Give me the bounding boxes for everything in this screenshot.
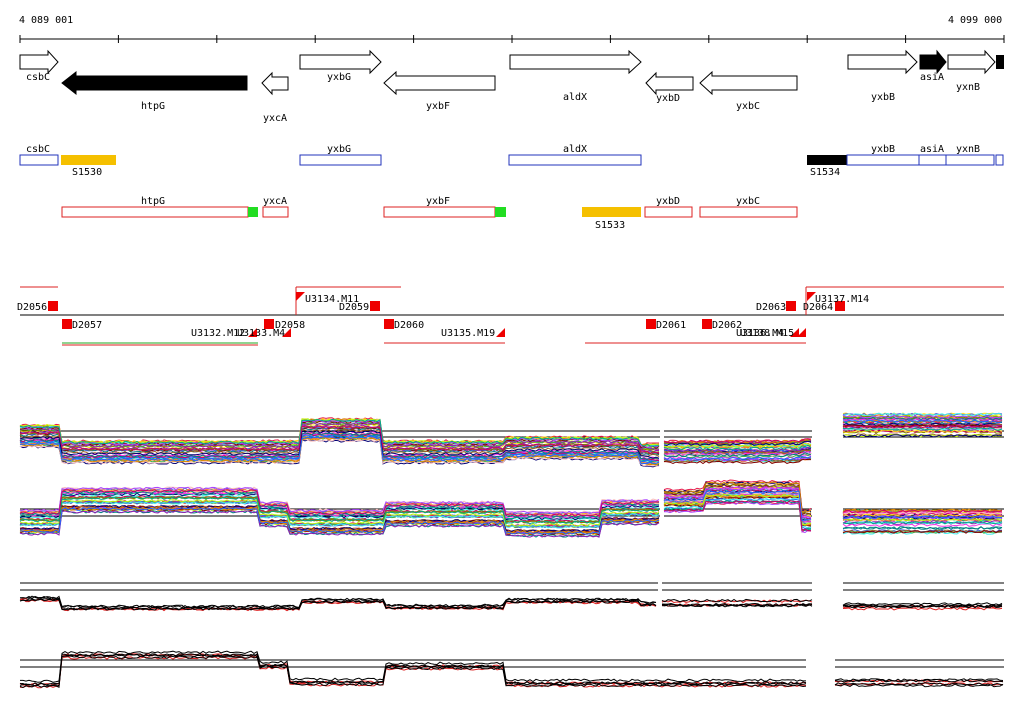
- d-label-D2059: D2059: [339, 302, 369, 313]
- u-marker-U3137[interactable]: [807, 292, 816, 301]
- red-label-yxbC: yxbC: [736, 196, 760, 207]
- u-marker-U3132[interactable]: [248, 328, 257, 337]
- d-label-D2056: D2056: [17, 302, 47, 313]
- blue-label-yxbG: yxbG: [327, 144, 351, 155]
- gene-label-csbC: csbC: [26, 72, 50, 83]
- gene-arrow-yxbC[interactable]: [699, 70, 798, 96]
- u-label-U3132: U3132.M12: [191, 328, 245, 339]
- gene-label-yxbC: yxbC: [736, 101, 760, 112]
- u-label-U3136: U3136.M4: [736, 328, 784, 339]
- blue-box-csbC[interactable]: [19, 154, 59, 166]
- blue-box-yxbB[interactable]: [846, 154, 920, 166]
- gene-arrow-aldX[interactable]: [509, 49, 642, 75]
- gene-arrow-yxnB[interactable]: [947, 49, 996, 75]
- green-marker-htpG: [248, 207, 258, 217]
- d-label-D2060: D2060: [394, 320, 424, 331]
- start-coordinate: 4 089 001: [19, 15, 73, 26]
- gene-label-yxnB: yxnB: [956, 82, 980, 93]
- blue-box-aldX[interactable]: [508, 154, 642, 166]
- red-box-yxbD[interactable]: [644, 206, 693, 218]
- d-label-D2057: D2057: [72, 320, 102, 331]
- d-marker-D2060[interactable]: [384, 319, 394, 329]
- gene-label-htpG: htpG: [141, 101, 165, 112]
- blue-box-asiA[interactable]: [918, 154, 947, 166]
- red-box-yxbC[interactable]: [699, 206, 798, 218]
- u-label-U3135: U3135.M19: [441, 328, 495, 339]
- red-label-yxcA: yxcA: [263, 196, 287, 207]
- d-marker-D2061[interactable]: [646, 319, 656, 329]
- red-label-yxbD: yxbD: [656, 196, 680, 207]
- segmentation-track: D2056 D2057 D2058 D2059 D2060 D2061 D206…: [17, 286, 1004, 346]
- expression-panel-4: [19, 650, 1004, 689]
- d-marker-D2062[interactable]: [702, 319, 712, 329]
- gene-arrow-yxbG[interactable]: [299, 49, 382, 75]
- expression-panel-3: [19, 582, 1004, 612]
- d-label-D2062: D2062: [712, 320, 742, 331]
- d-label-D2061: D2061: [656, 320, 686, 331]
- blue-box-partial: [995, 154, 1004, 166]
- u-label-U3137: U3137.M14: [815, 294, 869, 305]
- u-label-U3138: U3138.M15: [740, 328, 794, 339]
- red-label-htpG: htpG: [141, 196, 165, 207]
- blue-label-aldX: aldX: [563, 144, 587, 155]
- gene-label-yxbF: yxbF: [426, 101, 450, 112]
- d-marker-D2063[interactable]: [786, 301, 796, 311]
- blue-label-asiA: asiA: [920, 144, 944, 155]
- u-marker-U3135[interactable]: [496, 328, 505, 337]
- gene-label-aldX: aldX: [563, 92, 587, 103]
- gene-arrow-csbC[interactable]: [19, 49, 59, 75]
- orange-label-S1530: S1530: [72, 167, 102, 178]
- d-marker-D2057[interactable]: [62, 319, 72, 329]
- u-marker-U3134[interactable]: [296, 292, 305, 301]
- u-marker-U3138[interactable]: [797, 328, 806, 337]
- gene-arrow-yxbF[interactable]: [383, 70, 496, 96]
- d-marker-D2056[interactable]: [48, 301, 58, 311]
- gene-label-yxbB: yxbB: [871, 92, 895, 103]
- red-label-yxbF: yxbF: [426, 196, 450, 207]
- gene-arrow-htpG[interactable]: [61, 70, 248, 96]
- blue-label-yxnB: yxnB: [956, 144, 980, 155]
- gene-arrow-yxbB[interactable]: [847, 49, 918, 75]
- blue-box-yxnB[interactable]: [945, 154, 995, 166]
- black-box-S1534[interactable]: [807, 155, 847, 165]
- red-box-yxbF[interactable]: [383, 206, 496, 218]
- gene-arrow-yxcA[interactable]: [261, 71, 289, 96]
- gene-track: csbC htpG yxcA yxbG yxbF aldX yxbD yxbC …: [19, 49, 1004, 124]
- red-feature-track: htpG yxcA yxbF S1533 yxbD yxbC: [61, 196, 798, 231]
- gene-block-partial: [996, 55, 1004, 69]
- orange-label-S1533: S1533: [595, 220, 625, 231]
- coordinate-ruler: 4 089 001 4 099 000: [19, 15, 1005, 43]
- u-marker-U3133[interactable]: [282, 328, 291, 337]
- gene-label-yxbG: yxbG: [327, 72, 351, 83]
- gene-label-yxbD: yxbD: [656, 93, 680, 104]
- expression-panel-1: [19, 412, 1004, 468]
- orange-box-S1533[interactable]: [582, 207, 641, 217]
- u-label-U3133: U3133.M4: [237, 328, 285, 339]
- gene-arrow-yxbD[interactable]: [645, 71, 694, 96]
- d-marker-D2059[interactable]: [370, 301, 380, 311]
- u-marker-U3136[interactable]: [790, 328, 799, 337]
- green-marker-yxbF: [495, 207, 506, 217]
- gene-arrow-asiA[interactable]: [919, 49, 947, 75]
- d-label-D2064: D2064: [803, 302, 833, 313]
- u-label-U3134: U3134.M11: [305, 294, 359, 305]
- blue-label-csbC: csbC: [26, 144, 50, 155]
- gene-label-asiA: asiA: [920, 72, 944, 83]
- d-label-D2058: D2058: [275, 320, 305, 331]
- red-box-htpG[interactable]: [61, 206, 249, 218]
- d-label-D2063: D2063: [756, 302, 786, 313]
- expression-panel-2: [19, 479, 1004, 538]
- gene-label-yxcA: yxcA: [263, 113, 287, 124]
- red-box-yxcA[interactable]: [262, 206, 289, 218]
- orange-label-S1534: S1534: [810, 167, 840, 178]
- blue-box-yxbG[interactable]: [299, 154, 382, 166]
- d-marker-D2064[interactable]: [835, 301, 845, 311]
- orange-box-S1530[interactable]: [61, 155, 116, 165]
- d-marker-D2058[interactable]: [264, 319, 274, 329]
- blue-label-yxbB: yxbB: [871, 144, 895, 155]
- end-coordinate: 4 099 000: [948, 15, 1002, 26]
- blue-feature-track: csbC S1530 yxbG aldX S1534 yxbB asiA yxn…: [19, 144, 1004, 178]
